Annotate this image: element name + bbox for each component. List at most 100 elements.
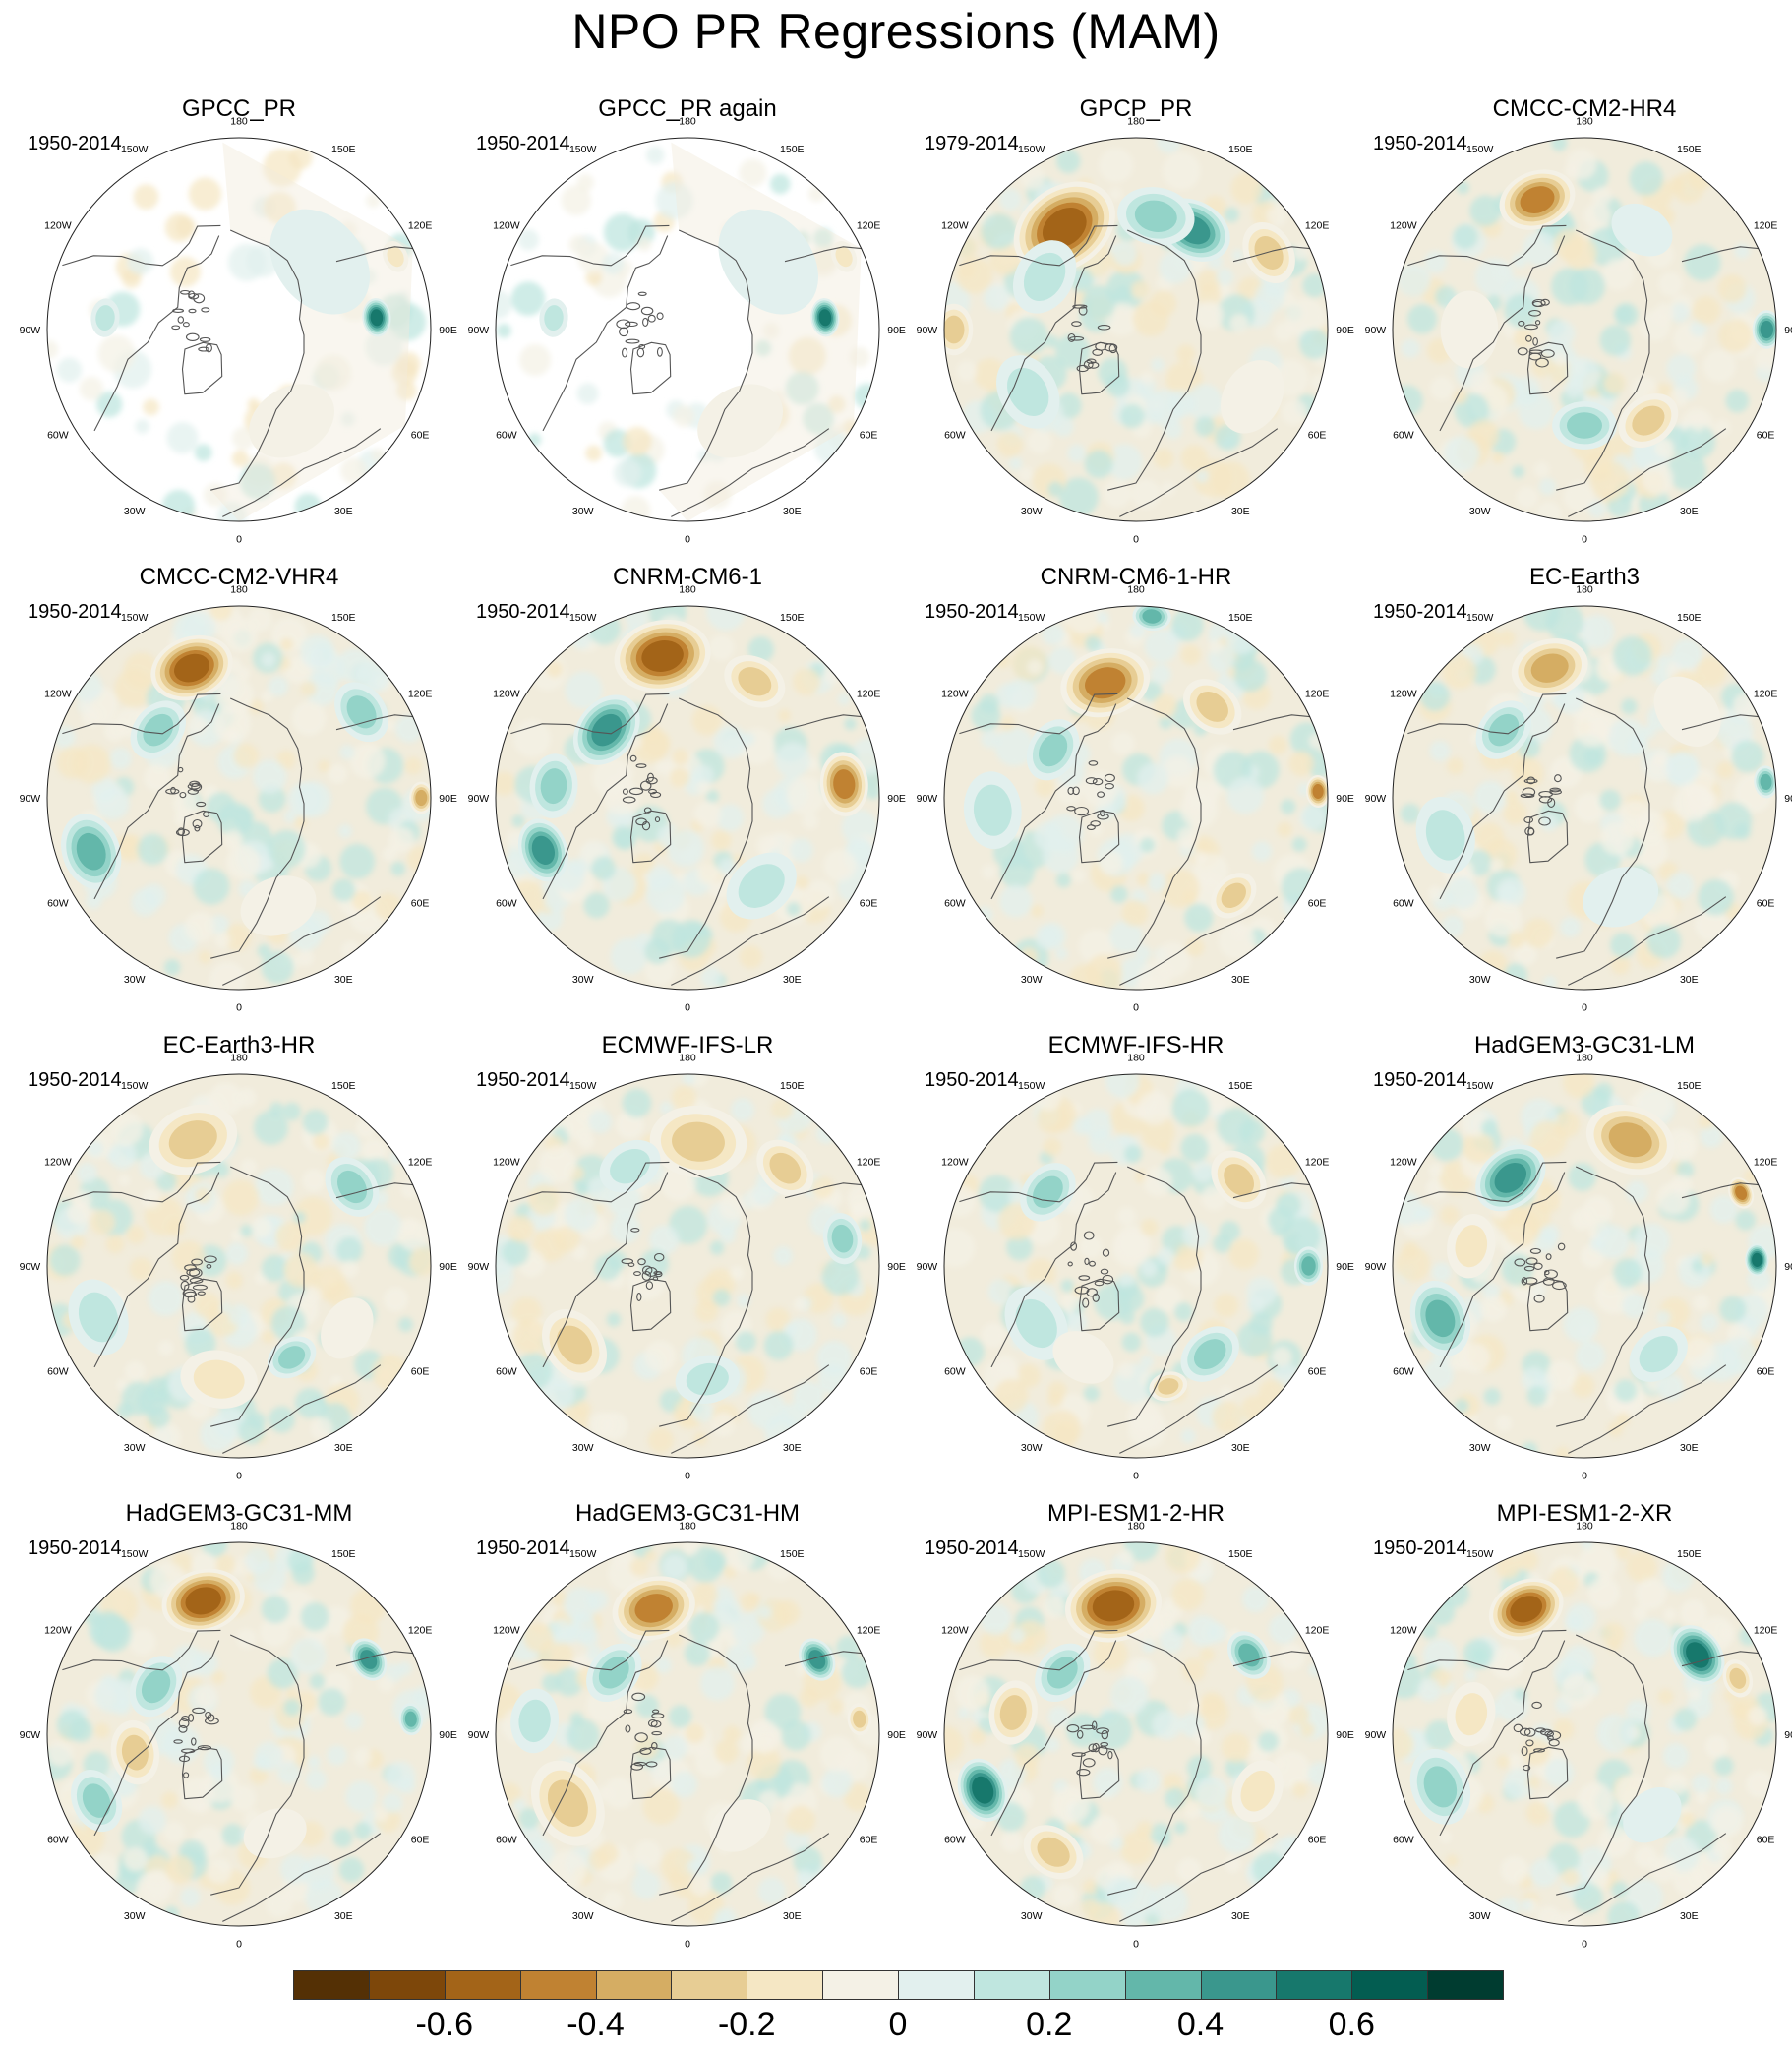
anomaly-blob	[76, 832, 106, 871]
longitude-label: 60E	[1757, 897, 1775, 909]
longitude-label: 30W	[1021, 974, 1043, 986]
colorbar	[293, 1970, 1504, 2000]
anomaly-field	[47, 1542, 431, 1926]
longitude-label: 120W	[941, 220, 969, 232]
anomaly-blob	[168, 1120, 217, 1160]
map-panel: HadGEM3-GC31-HM 1950-2014 180 150E 120E 90E 60…	[468, 1499, 906, 1966]
coastlines	[62, 693, 413, 986]
anomaly-blob	[1520, 186, 1555, 214]
longitude-label: 90W	[468, 1729, 490, 1741]
colorbar-swatch	[1124, 1970, 1202, 2000]
map-panel: CMCC-CM2-HR4 1950-2014 180 150E 120E 90E 60E 30…	[1365, 94, 1792, 562]
longitude-label: 150W	[569, 612, 597, 624]
anomaly-blob	[121, 1734, 149, 1771]
anomaly-blob	[1752, 1252, 1762, 1267]
coastlines	[959, 1629, 1310, 1922]
longitude-label: 60E	[1757, 1834, 1775, 1845]
longitude-label: 120W	[1390, 1625, 1417, 1637]
anomaly-blob	[831, 1224, 854, 1253]
longitude-label: 60E	[1308, 429, 1327, 441]
polar-map: 180 150E 120E 90E 60E 30E 0 30W 60W 90W 120W 150W	[20, 1052, 457, 1482]
coastlines	[1407, 1629, 1759, 1922]
longitude-label: 90E	[1784, 793, 1792, 805]
longitude-label: 60E	[860, 429, 878, 441]
longitude-label: 30W	[124, 974, 146, 986]
anomaly-field	[1393, 1542, 1776, 1926]
anomaly-blob	[336, 1170, 368, 1204]
polar-map: 180 150E 120E 90E 60E 30E 0 30W 60W 90W 120W 150W	[468, 583, 906, 1013]
anomaly-blob	[547, 1779, 588, 1827]
colorbar-tick-label: 0.4	[1176, 2006, 1225, 2043]
longitude-label: 150E	[331, 1548, 356, 1560]
anomaly-blob	[697, 384, 784, 458]
panel-title: GPCC_PR	[181, 95, 297, 122]
anomaly-blob	[808, 1650, 826, 1669]
longitude-label: 150W	[1466, 144, 1494, 155]
anomaly-blob	[709, 1799, 771, 1852]
longitude-label: 120E	[857, 1157, 881, 1169]
anomaly-blob	[1735, 1185, 1748, 1200]
colorbar-tick-label: -0.6	[415, 2006, 474, 2043]
panel-period: 1950-2014	[1373, 1069, 1467, 1091]
colorbar-swatch	[444, 1970, 521, 2000]
panel-title: HadGEM3-GC31-LM	[1473, 1032, 1696, 1058]
longitude-label: 30E	[783, 506, 802, 517]
longitude-label: 60W	[944, 897, 966, 909]
longitude-label: 120E	[857, 220, 881, 232]
anomaly-blob	[973, 784, 1012, 836]
longitude-label: 150W	[121, 144, 149, 155]
longitude-label: 150W	[1466, 1548, 1494, 1560]
coastlines	[959, 224, 1310, 517]
longitude-label: 180	[679, 583, 696, 595]
longitude-label: 30E	[1680, 1442, 1699, 1454]
longitude-label: 60W	[47, 429, 69, 441]
longitude-label: 60E	[411, 897, 430, 909]
polar-map: 180 150E 120E 90E 60E 30E 0 30W 60W 90W 120W 150W	[1365, 1520, 1792, 1950]
longitude-label: 150W	[569, 144, 597, 155]
anomaly-blob	[634, 1594, 673, 1623]
longitude-label: 150E	[1228, 1080, 1253, 1092]
longitude-label: 30W	[572, 506, 594, 517]
coastlines	[510, 224, 862, 517]
longitude-label: 90E	[887, 793, 906, 805]
longitude-label: 60W	[496, 1834, 517, 1845]
colorbar-swatch	[973, 1970, 1050, 2000]
longitude-label: 0	[236, 1471, 242, 1482]
anomaly-blob	[1567, 412, 1602, 439]
anomaly-blob	[598, 1657, 629, 1689]
panel-period: 1950-2014	[476, 133, 570, 154]
longitude-label: 90E	[1336, 325, 1354, 336]
longitude-label: 90E	[1336, 1729, 1354, 1741]
panel-title: CNRM-CM6-1	[613, 564, 762, 590]
colorbar-swatch	[1276, 1970, 1353, 2000]
longitude-label: 120E	[1305, 1625, 1330, 1637]
longitude-label: 60W	[496, 429, 517, 441]
colorbar-swatch	[671, 1970, 748, 2000]
longitude-label: 180	[679, 1052, 696, 1063]
anomaly-blob	[269, 209, 370, 315]
anomaly-blob	[1221, 882, 1246, 908]
anomaly-blob	[718, 209, 818, 315]
longitude-label: 60W	[944, 429, 966, 441]
longitude-label: 180	[230, 115, 248, 127]
longitude-label: 90E	[887, 1261, 906, 1273]
longitude-label: 30W	[1021, 1442, 1043, 1454]
longitude-label: 60W	[496, 1365, 517, 1377]
map-panel: GPCC_PR 1950-2014 180 150E 120E 90E 60E 30E 0 30W…	[20, 94, 457, 562]
longitude-label: 90E	[439, 1261, 457, 1273]
anomaly-blob	[1510, 1596, 1543, 1623]
longitude-label: 90W	[20, 1261, 41, 1273]
anomaly-blob	[78, 1292, 119, 1343]
panel-period: 1950-2014	[925, 1537, 1019, 1559]
anomaly-blob	[686, 1362, 729, 1396]
anomaly-blob	[370, 309, 384, 327]
longitude-label: 150E	[1677, 1548, 1702, 1560]
longitude-label: 60W	[944, 1365, 966, 1377]
longitude-label: 120W	[493, 1625, 520, 1637]
map-panel: CMCC-CM2-VHR4 1950-2014 180 150E 120E 90E 60E 3…	[20, 563, 457, 1030]
longitude-label: 120E	[408, 1625, 433, 1637]
colorbar-swatch	[595, 1970, 673, 2000]
longitude-label: 0	[1582, 534, 1587, 546]
anomaly-field	[47, 1074, 431, 1458]
longitude-label: 90E	[439, 1729, 457, 1741]
